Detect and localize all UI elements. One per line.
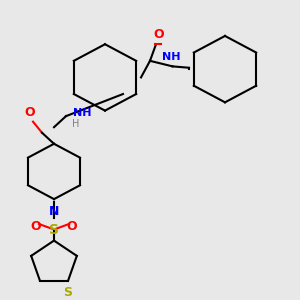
Text: O: O [25,106,35,119]
Text: H: H [72,119,80,129]
Text: S: S [49,223,59,236]
Text: S: S [64,286,73,299]
Text: O: O [154,28,164,41]
Text: O: O [31,220,41,233]
Text: N: N [49,205,59,218]
Text: O: O [67,220,77,233]
Text: NH: NH [74,108,92,118]
Text: NH: NH [162,52,180,62]
